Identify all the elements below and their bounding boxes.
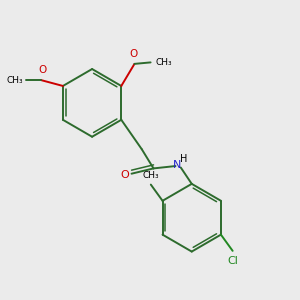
- Text: CH₃: CH₃: [7, 76, 23, 85]
- Text: Cl: Cl: [228, 256, 239, 266]
- Text: CH₃: CH₃: [142, 171, 159, 180]
- Text: CH₃: CH₃: [156, 58, 172, 67]
- Text: H: H: [180, 154, 188, 164]
- Text: O: O: [130, 49, 138, 58]
- Text: O: O: [38, 65, 46, 75]
- Text: N: N: [173, 160, 181, 170]
- Text: O: O: [121, 170, 130, 180]
